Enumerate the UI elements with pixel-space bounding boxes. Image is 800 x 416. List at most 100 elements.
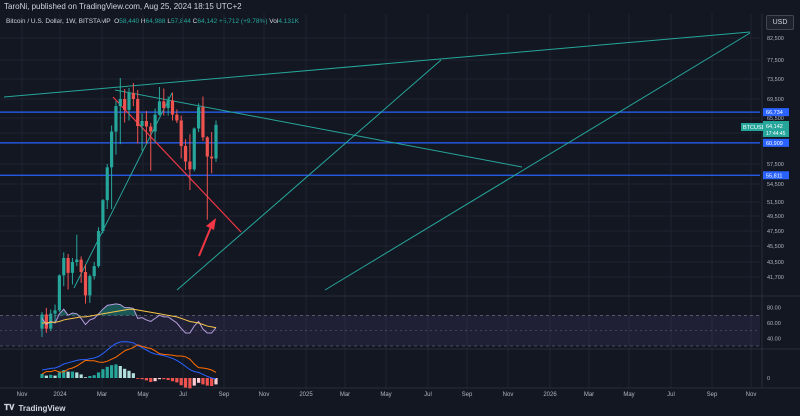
candle-body bbox=[179, 120, 183, 147]
currency-button[interactable]: USD bbox=[766, 15, 794, 30]
time-tick-label: Sep bbox=[219, 392, 230, 398]
price-tick-label: 77,500 bbox=[767, 58, 784, 64]
time-tick-label: Mar bbox=[97, 392, 107, 398]
indicators bbox=[40, 303, 218, 389]
candle-body bbox=[96, 231, 101, 267]
level-badge-label: 60,909 bbox=[766, 141, 783, 147]
candle-body bbox=[162, 101, 166, 109]
trend-drawings bbox=[0, 31, 760, 291]
candle-body bbox=[110, 131, 114, 168]
candle-body bbox=[62, 258, 66, 276]
macd-histogram-bar bbox=[179, 378, 183, 386]
time-tick-label: Jul bbox=[667, 392, 675, 398]
close-value: 64,142 bbox=[197, 18, 218, 25]
candle-body bbox=[210, 156, 214, 159]
trendline-upper bbox=[3, 31, 751, 98]
macd-histogram-bar bbox=[210, 378, 214, 386]
candle-body bbox=[92, 266, 96, 277]
macd-histogram-bar bbox=[136, 378, 140, 379]
symbol-name: Bitcoin / U.S. Dollar, 1W, BITSTAMP bbox=[6, 18, 111, 25]
published-info: TaroNi, published on TradingView.com, Au… bbox=[4, 2, 242, 11]
candle-body bbox=[83, 272, 88, 296]
macd-histogram-bar bbox=[188, 378, 192, 389]
rsi-tick-label: 80.00 bbox=[767, 306, 781, 312]
red-arrow-head bbox=[206, 218, 216, 230]
time-tick-label: 2024 bbox=[53, 392, 67, 398]
candle-body bbox=[118, 99, 122, 107]
time-tick-label: Sep bbox=[462, 392, 473, 398]
time-tick-label: Nov bbox=[503, 392, 514, 398]
candle-body bbox=[214, 124, 218, 159]
candle-body bbox=[192, 128, 196, 170]
macd-histogram-bar bbox=[66, 371, 70, 378]
time-tick-label: Jul bbox=[179, 392, 187, 398]
price-tick-label: 73,500 bbox=[767, 77, 784, 83]
candle-body bbox=[175, 114, 179, 121]
time-tick-label: Sep bbox=[707, 392, 718, 398]
price-tick-label: 45,500 bbox=[767, 244, 784, 250]
candle-body bbox=[170, 100, 175, 115]
time-tick-label: 2025 bbox=[299, 392, 313, 398]
macd-histogram-bar bbox=[197, 378, 201, 383]
candle-body bbox=[88, 276, 92, 296]
macd-histogram-bar bbox=[170, 378, 175, 382]
macd-histogram-bar bbox=[166, 378, 170, 380]
price-tick-label: 47,500 bbox=[767, 229, 784, 235]
candles bbox=[40, 78, 218, 337]
candle-body bbox=[136, 99, 140, 126]
candle-body bbox=[66, 258, 70, 273]
price-tick-label: 65,500 bbox=[767, 116, 784, 122]
macd-histogram-bar bbox=[205, 378, 209, 386]
macd-histogram-bar bbox=[127, 370, 131, 378]
macd-line bbox=[41, 341, 217, 380]
macd-histogram-bar bbox=[149, 378, 153, 382]
rsi-line bbox=[41, 303, 217, 334]
level-badge bbox=[763, 171, 789, 180]
candle-body bbox=[140, 121, 144, 126]
price-tick-label: 41,700 bbox=[767, 275, 784, 281]
close-label: C bbox=[192, 18, 198, 25]
macd-histogram-bar bbox=[192, 378, 196, 386]
candle-body bbox=[149, 126, 153, 132]
candle-body bbox=[79, 259, 83, 272]
candle-body bbox=[157, 101, 162, 115]
time-tick-label: Nov bbox=[17, 392, 28, 398]
price-tick-label: 43,500 bbox=[767, 260, 784, 266]
trendline-rally bbox=[73, 92, 173, 289]
macd-histogram-bar bbox=[114, 364, 118, 378]
time-tick-label: Nov bbox=[259, 392, 270, 398]
macd-histogram-bar bbox=[214, 378, 218, 385]
grid bbox=[0, 14, 760, 388]
macd-histogram-bar bbox=[123, 368, 127, 378]
high-value: 64,988 bbox=[145, 18, 166, 25]
candle-body bbox=[201, 107, 205, 138]
macd-tick-label: 0 bbox=[767, 376, 770, 382]
low-value: 57,844 bbox=[170, 18, 191, 25]
level-badge bbox=[763, 108, 789, 117]
low-label: L bbox=[167, 18, 171, 25]
countdown-label: 17:44:45 bbox=[766, 131, 786, 137]
macd-histogram-bar bbox=[92, 375, 96, 378]
last-price-badge bbox=[763, 121, 789, 137]
price-tick-label: 51,500 bbox=[767, 200, 784, 206]
macd-histogram-bar bbox=[49, 374, 53, 378]
candle-body bbox=[205, 137, 209, 157]
price-tick-label: 82,500 bbox=[767, 36, 784, 42]
candle-body bbox=[75, 259, 79, 262]
price-tick-label: 49,500 bbox=[767, 214, 784, 220]
macd-histogram-bar bbox=[96, 372, 101, 378]
candle-body bbox=[70, 262, 75, 273]
candle-body bbox=[40, 314, 44, 329]
time-tick-label: May bbox=[380, 392, 391, 398]
symbol-badge-label: BTCUSD bbox=[743, 125, 766, 131]
candle-body bbox=[123, 99, 127, 110]
macd-histogram-bar bbox=[110, 365, 114, 378]
macd-histogram-bar bbox=[101, 369, 105, 378]
trendline-fan-2 bbox=[324, 32, 751, 291]
candle-body bbox=[131, 93, 135, 99]
candle-body bbox=[144, 121, 148, 127]
candle-body bbox=[183, 146, 188, 162]
time-tick-label: 2026 bbox=[543, 392, 557, 398]
macd-histogram-bar bbox=[57, 372, 61, 378]
